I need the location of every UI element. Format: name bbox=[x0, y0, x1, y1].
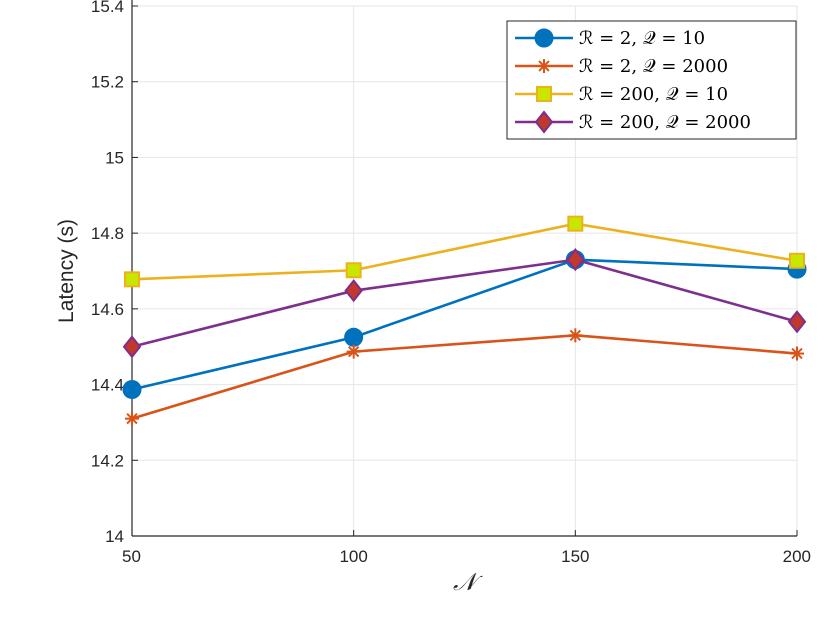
x-tick-label: 150 bbox=[561, 547, 589, 566]
series-3-point bbox=[567, 215, 584, 232]
series-3-point bbox=[789, 252, 805, 269]
y-tick-label: 14 bbox=[105, 527, 124, 546]
series-4-point bbox=[787, 310, 807, 334]
y-tick-label: 14.8 bbox=[91, 224, 124, 243]
legend: ℛ = 2, 𝒬 = 10 ℛ = 2, 𝒬 = 2000 ℛ = 200, 𝒬 =… bbox=[506, 20, 797, 140]
x-tick-label: 200 bbox=[783, 547, 811, 566]
x-tick-label: 50 bbox=[122, 547, 141, 566]
legend-marker-1 bbox=[534, 28, 554, 48]
y-tick-label: 14.2 bbox=[91, 451, 124, 470]
y-tick-label: 14.4 bbox=[91, 376, 124, 395]
legend-marker-3 bbox=[536, 86, 552, 102]
series-4-point bbox=[344, 279, 363, 303]
series-layer bbox=[122, 215, 807, 426]
series-1-point bbox=[344, 327, 364, 347]
x-tick-label: 100 bbox=[339, 547, 367, 566]
series-line-3 bbox=[131, 222, 798, 281]
legend-label-2: ℛ = 2, 𝒬 = 2000 bbox=[579, 56, 728, 77]
series-line-4 bbox=[131, 258, 798, 348]
axes-layer: 14 14.2 14.4 14.6 14.8 15 15.2 15.4 50 100 150 200 bbox=[91, 0, 811, 566]
legend-label-4: ℛ = 200, 𝒬 = 2000 bbox=[579, 112, 751, 133]
y-tick-label: 15 bbox=[105, 148, 124, 167]
series-2-point bbox=[790, 346, 804, 361]
series-2-point bbox=[125, 411, 139, 426]
legend-marker-4 bbox=[534, 110, 554, 134]
series-2-point bbox=[346, 344, 361, 359]
series-3-point bbox=[345, 262, 362, 279]
y-tick-label: 15.2 bbox=[91, 73, 124, 92]
series-3-point bbox=[124, 271, 140, 288]
y-tick-label: 14.6 bbox=[91, 300, 124, 319]
series-4-point bbox=[122, 335, 142, 359]
series-line-1 bbox=[131, 258, 798, 391]
legend-marker-2 bbox=[537, 59, 551, 73]
series-2-point bbox=[568, 328, 583, 343]
x-axis-label: 𝒩 bbox=[453, 568, 483, 596]
series-line-2 bbox=[131, 334, 798, 420]
series-1-point bbox=[122, 379, 142, 399]
y-tick-label: 15.4 bbox=[91, 0, 124, 16]
legend-box bbox=[506, 20, 797, 140]
y-axis-label: Latency (s) bbox=[55, 219, 78, 323]
legend-label-1: ℛ = 2, 𝒬 = 10 bbox=[579, 28, 705, 49]
series-4-point bbox=[566, 248, 585, 272]
legend-label-3: ℛ = 200, 𝒬 = 10 bbox=[579, 84, 728, 105]
